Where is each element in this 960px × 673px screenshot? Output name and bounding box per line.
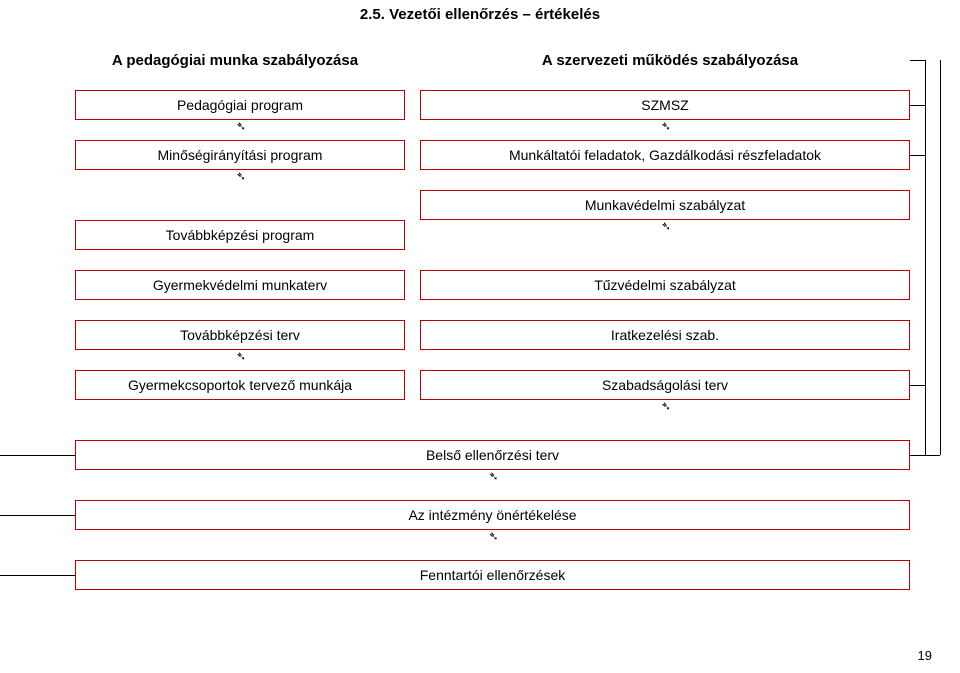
- arrow-icon: ➴: [661, 220, 671, 232]
- left-box-minosegiranyitasi: Minőségirányítási program: [75, 140, 405, 170]
- left-box-tovabbkepzesi-program: Továbbképzési program: [75, 220, 405, 250]
- page-number: 19: [918, 648, 932, 663]
- arrow-icon: ➴: [661, 120, 671, 132]
- arrow-icon: ➴: [661, 400, 671, 412]
- connector-line: [910, 155, 925, 156]
- connector-line: [910, 455, 940, 456]
- right-box-iratkezelesi: Iratkezelési szab.: [420, 320, 910, 350]
- left-box-tovabbkepzesi-terv: Továbbképzési terv: [75, 320, 405, 350]
- connector-line: [925, 60, 926, 455]
- connector-line: [910, 60, 925, 61]
- left-box-pedagogiai-program: Pedagógiai program: [75, 90, 405, 120]
- right-box-szabadsagolasi: Szabadságolási terv: [420, 370, 910, 400]
- arrow-icon: ➴: [236, 120, 246, 132]
- left-column-header: A pedagógiai munka szabályozása: [60, 52, 410, 69]
- arrow-icon: ➴: [236, 350, 246, 362]
- connector-line: [940, 60, 941, 455]
- connector-line: [910, 385, 925, 386]
- connector-line: [0, 575, 75, 576]
- right-column-header: A szervezeti működés szabályozása: [430, 52, 910, 69]
- right-box-szmsz: SZMSZ: [420, 90, 910, 120]
- right-box-munkavedelmi: Munkavédelmi szabályzat: [420, 190, 910, 220]
- right-box-tuzvedelmi: Tűzvédelmi szabályzat: [420, 270, 910, 300]
- arrow-icon: ➴: [489, 470, 499, 482]
- connector-line: [0, 515, 75, 516]
- arrow-icon: ➴: [236, 170, 246, 182]
- right-box-onertekeles: Az intézmény önértékelése: [75, 500, 910, 530]
- right-box-munkaltatoi: Munkáltatói feladatok, Gazdálkodási rész…: [420, 140, 910, 170]
- arrow-icon: ➴: [489, 530, 499, 542]
- left-box-gyermekvedelmi: Gyermekvédelmi munkaterv: [75, 270, 405, 300]
- right-box-fenntartoi: Fenntartói ellenőrzések: [75, 560, 910, 590]
- left-box-gyermekcsoportok: Gyermekcsoportok tervező munkája: [75, 370, 405, 400]
- section-title: 2.5. Vezetői ellenőrzés – értékelés: [0, 6, 960, 23]
- right-box-belso-ellenorzesi: Belső ellenőrzési terv: [75, 440, 910, 470]
- connector-line: [0, 455, 75, 456]
- connector-line: [910, 105, 925, 106]
